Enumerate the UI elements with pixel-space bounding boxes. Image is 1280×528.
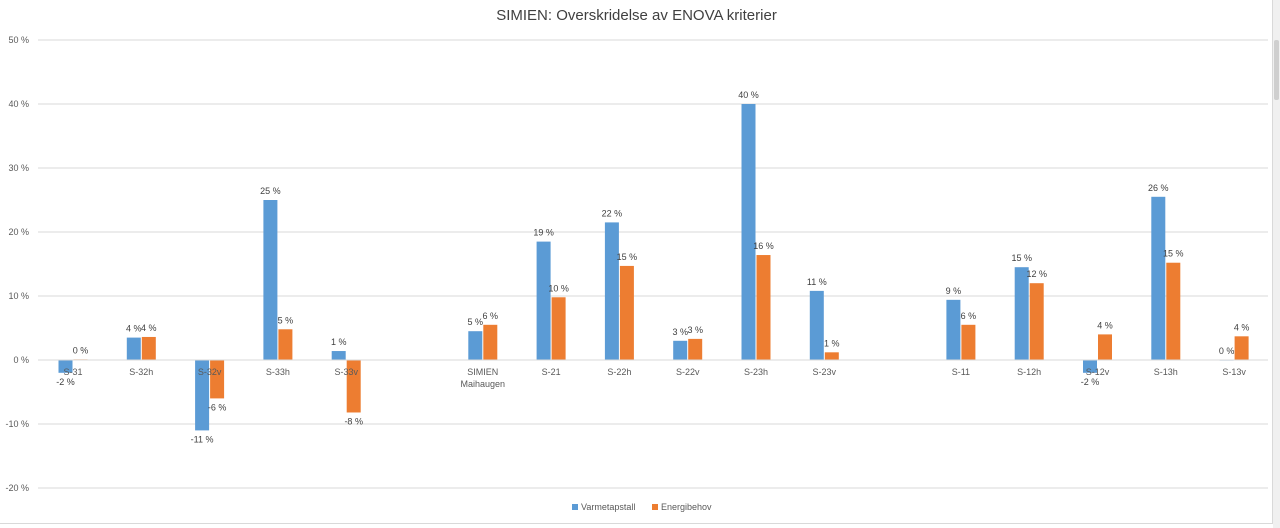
y-tick-label: 50 % — [8, 35, 29, 45]
bar-energibehov — [1234, 336, 1249, 360]
bar-varmetapstall — [468, 331, 483, 360]
data-label: 0 % — [73, 345, 89, 355]
data-label: 11 % — [807, 277, 827, 287]
y-tick-label: 20 % — [8, 227, 29, 237]
bar-energibehov — [1029, 283, 1044, 360]
category-label: S-32h — [129, 367, 153, 377]
y-tick-label: -20 % — [5, 483, 29, 493]
bar-varmetapstall — [604, 222, 619, 360]
category-label: S-22h — [607, 367, 631, 377]
category-label: S-11 — [952, 367, 970, 377]
category-label: S-31 — [63, 367, 82, 377]
category-label: Maihaugen — [461, 379, 506, 389]
data-label: 25 % — [260, 186, 281, 196]
bar-energibehov — [1166, 262, 1181, 360]
data-label: 3 % — [672, 327, 688, 337]
bar-energibehov — [756, 255, 771, 360]
category-label: S-12v — [1086, 367, 1110, 377]
bar-varmetapstall — [195, 360, 210, 431]
legend-label: Varmetapstall — [581, 502, 635, 512]
data-label: -8 % — [344, 416, 363, 426]
data-label: 5 % — [278, 315, 294, 325]
data-label: 26 % — [1148, 183, 1169, 193]
bar-energibehov — [551, 297, 566, 360]
data-label: 4 % — [141, 323, 157, 333]
category-label: SIMIEN — [467, 367, 498, 377]
data-label: 1 % — [824, 338, 840, 348]
category-label: S-32v — [198, 367, 222, 377]
vertical-scrollbar[interactable] — [1273, 0, 1280, 528]
data-label: -2 % — [56, 377, 75, 387]
bar-energibehov — [141, 336, 156, 360]
category-label: S-13v — [1222, 367, 1246, 377]
data-label: 3 % — [687, 325, 703, 335]
category-label: S-33h — [266, 367, 290, 377]
legend-label: Energibehov — [661, 502, 712, 512]
data-label: 40 % — [738, 90, 759, 100]
data-label: 16 % — [753, 241, 774, 251]
category-label: S-23h — [744, 367, 768, 377]
data-label: 15 % — [1163, 249, 1184, 259]
data-label: 12 % — [1026, 269, 1047, 279]
bar-energibehov — [824, 352, 839, 360]
category-label: S-33v — [334, 367, 358, 377]
data-label: 19 % — [533, 228, 554, 238]
category-label: S-22v — [676, 367, 700, 377]
y-tick-label: 40 % — [8, 99, 29, 109]
bar-energibehov — [1098, 334, 1112, 360]
bar-energibehov — [483, 324, 498, 360]
data-label: 6 % — [961, 311, 977, 321]
bar-varmetapstall — [331, 351, 346, 360]
bar-varmetapstall — [58, 360, 73, 373]
category-label: S-21 — [542, 367, 561, 377]
bar-varmetapstall — [1014, 267, 1029, 360]
category-label: S-12h — [1017, 367, 1041, 377]
bar-energibehov — [961, 324, 976, 360]
bar-varmetapstall — [1151, 196, 1166, 360]
category-label: S-23v — [813, 367, 837, 377]
bar-energibehov — [688, 338, 703, 360]
y-tick-label: 30 % — [8, 163, 29, 173]
category-label: S-13h — [1154, 367, 1178, 377]
y-tick-label: 0 % — [13, 355, 29, 365]
data-label: 22 % — [602, 208, 623, 218]
bar-varmetapstall — [263, 200, 278, 360]
bar-varmetapstall — [946, 299, 961, 360]
y-tick-label: 10 % — [8, 291, 29, 301]
data-label: -6 % — [208, 402, 227, 412]
data-label: 9 % — [946, 286, 962, 296]
bar-energibehov — [210, 360, 225, 399]
bar-energibehov — [619, 265, 634, 360]
data-label: 5 % — [468, 317, 484, 327]
data-label: -2 % — [1081, 377, 1100, 387]
bar-varmetapstall — [673, 340, 688, 360]
data-label: 15 % — [617, 252, 638, 262]
legend-swatch — [572, 504, 578, 510]
data-label: 4 % — [1234, 322, 1250, 332]
data-label: 4 % — [126, 324, 142, 334]
data-label: 15 % — [1011, 253, 1032, 263]
scrollbar-thumb[interactable] — [1274, 40, 1279, 100]
bar-varmetapstall — [126, 337, 141, 360]
data-label: -11 % — [191, 434, 214, 444]
data-label: 0 % — [1219, 346, 1235, 356]
bar-varmetapstall — [741, 104, 756, 360]
bar-varmetapstall — [536, 241, 551, 360]
data-label: 4 % — [1097, 320, 1113, 330]
data-label: 10 % — [548, 283, 569, 293]
chart-title: SIMIEN: Overskridelse av ENOVA kriterier — [496, 7, 777, 24]
legend-swatch — [652, 504, 658, 510]
data-label: 6 % — [483, 311, 499, 321]
bar-energibehov — [346, 360, 361, 413]
bar-varmetapstall — [809, 290, 824, 360]
bar-varmetapstall — [1083, 360, 1097, 373]
y-tick-label: -10 % — [5, 419, 29, 429]
data-label: 1 % — [331, 337, 347, 347]
bar-energibehov — [278, 329, 293, 360]
